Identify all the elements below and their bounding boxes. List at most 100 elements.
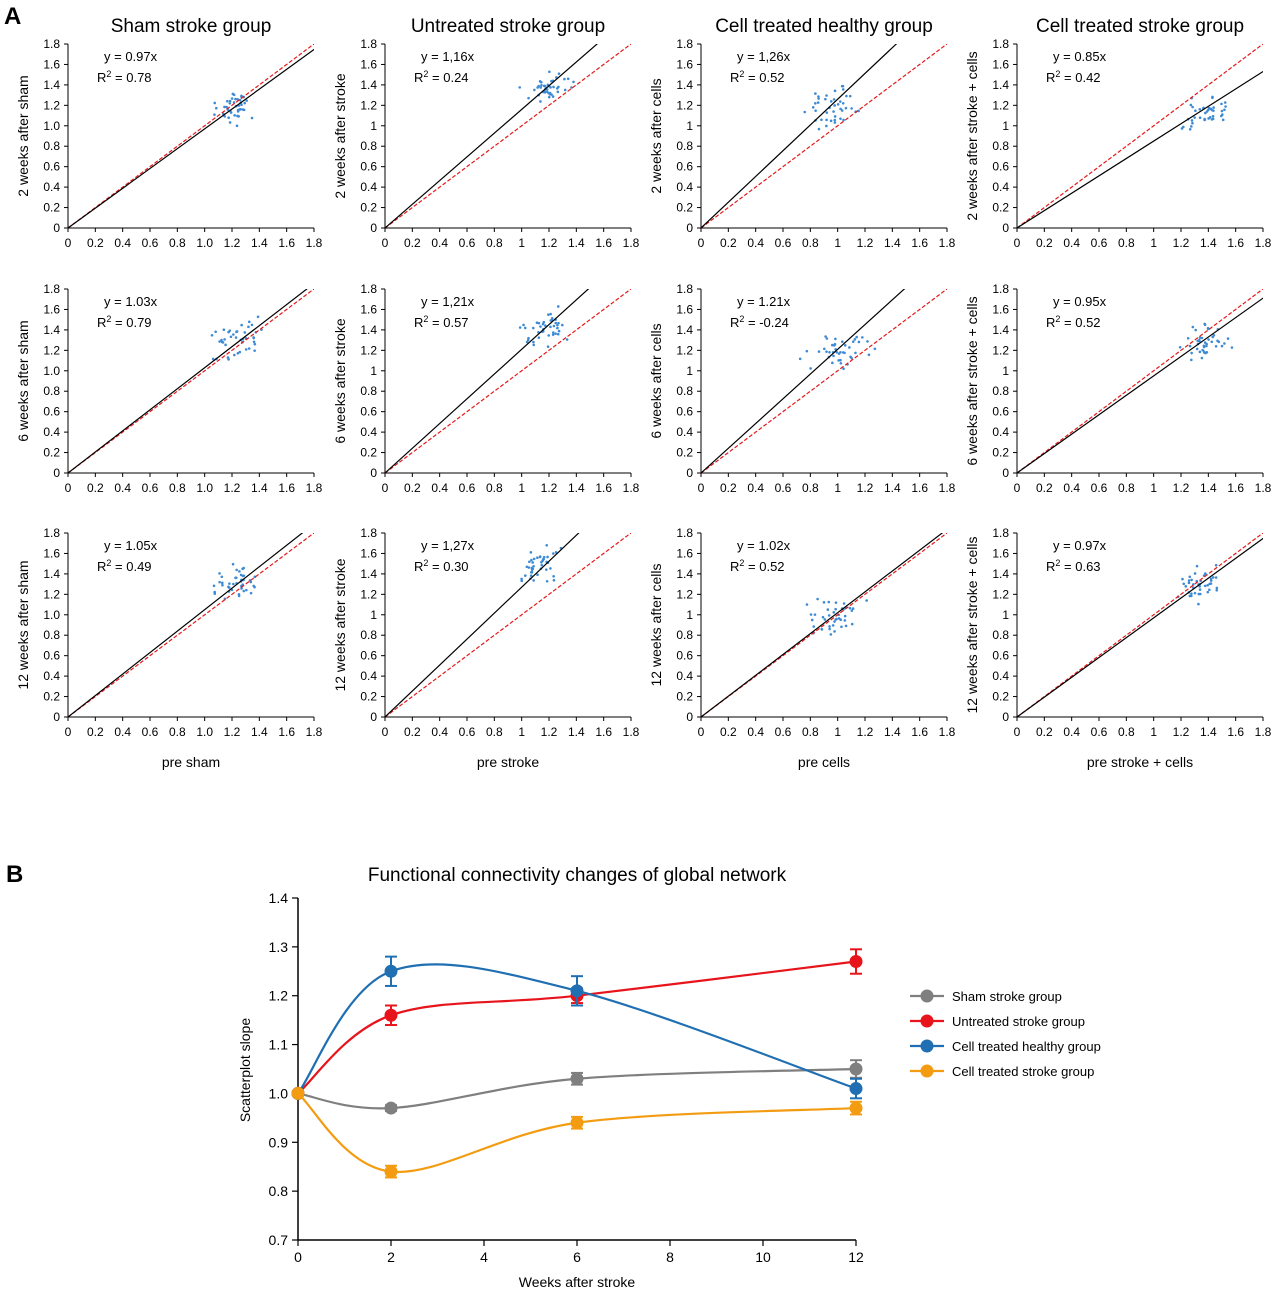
data-point — [245, 99, 248, 102]
r-squared-exponent: 2 — [106, 69, 111, 79]
data-point — [242, 108, 246, 112]
y-tick-label: 1.4 — [360, 78, 377, 92]
x-tick-label: 0.2 — [87, 725, 104, 739]
x-tick-label: 0.8 — [169, 725, 186, 739]
data-point — [520, 579, 524, 583]
data-point — [557, 72, 561, 75]
data-point — [825, 94, 828, 97]
y-tick-label: 1.2 — [992, 587, 1009, 601]
legend-label: Cell treated healthy group — [952, 1039, 1101, 1054]
data-point — [835, 350, 839, 354]
y-tick-label: 1.4 — [43, 323, 60, 337]
y-tick-label: 0.2 — [360, 690, 377, 704]
data-point — [1188, 344, 1192, 348]
r-squared-exponent: 2 — [423, 314, 428, 324]
x-tick-label: 0.4 — [1063, 481, 1080, 495]
data-point — [238, 98, 242, 102]
data-point — [238, 350, 242, 354]
data-point — [822, 347, 826, 351]
data-point — [816, 101, 820, 104]
x-axis-label: Weeks after stroke — [519, 1274, 636, 1290]
x-tick-label: 1.8 — [1255, 725, 1272, 739]
data-point — [525, 565, 529, 569]
data-point — [549, 312, 552, 316]
y-tick-label: 0.6 — [676, 160, 693, 174]
y-tick-label: 0.4 — [43, 180, 60, 194]
data-point — [237, 594, 241, 598]
r-squared-exponent: 2 — [1055, 69, 1060, 79]
data-point — [554, 321, 558, 325]
x-tick-label: 1.4 — [884, 725, 901, 739]
data-point — [384, 1008, 398, 1022]
data-point — [520, 577, 523, 581]
x-tick-label: 1.6 — [595, 481, 612, 495]
r-squared-exponent: 2 — [739, 69, 744, 79]
y-tick-label: 1 — [1002, 608, 1009, 622]
r-squared-exponent: 2 — [1055, 558, 1060, 568]
data-point — [814, 92, 817, 95]
data-point — [817, 95, 820, 98]
chart-title: Functional connectivity changes of globa… — [368, 865, 787, 886]
data-point — [1219, 114, 1223, 118]
data-point — [849, 955, 863, 969]
x-tick-label: 1.4 — [251, 481, 268, 495]
data-point — [252, 584, 256, 588]
data-point — [556, 323, 559, 327]
plot-area — [1017, 44, 1263, 228]
y-tick-label: 0.2 — [43, 201, 60, 215]
data-point — [552, 575, 555, 578]
legend-marker — [920, 1039, 934, 1053]
x-tick-label: 10 — [755, 1249, 771, 1265]
plot-area — [1017, 533, 1263, 717]
data-point — [798, 357, 802, 361]
data-point — [1220, 109, 1224, 113]
r-squared-label: R2 = 0.49 — [97, 558, 152, 574]
r-squared-symbol: R — [414, 315, 423, 330]
data-point — [223, 338, 226, 341]
data-point — [831, 361, 834, 365]
series-line — [297, 963, 857, 1095]
y-tick-label: 0.6 — [992, 405, 1009, 419]
data-point — [839, 107, 842, 111]
x-tick-label: 1.2 — [857, 481, 874, 495]
x-tick-label: 0.4 — [747, 481, 764, 495]
r-squared-label: R2 = 0.52 — [1046, 314, 1101, 330]
data-point — [549, 86, 552, 89]
data-point — [236, 110, 240, 113]
panel-label-b: B — [6, 861, 23, 888]
data-point — [527, 566, 531, 569]
data-point — [531, 561, 534, 564]
y-tick-label: 1.2 — [43, 587, 60, 601]
x-tick-label: 0.2 — [1036, 236, 1053, 250]
identity-line — [68, 533, 314, 717]
scatter-plot-cellstroke-2w: Cell treated stroke group 00 0.2 0.2 0.4 0.4 0… — [964, 16, 1272, 250]
data-point — [1188, 127, 1192, 131]
data-point — [537, 321, 541, 325]
r-squared-symbol: R — [730, 315, 739, 330]
data-point — [536, 556, 539, 559]
y-tick-label: 1.2 — [676, 98, 693, 112]
data-point — [518, 86, 522, 89]
data-point — [1193, 591, 1197, 595]
data-point — [556, 305, 560, 308]
equation-label: y = 1.03x — [104, 294, 158, 309]
data-point — [831, 624, 835, 627]
data-point — [563, 88, 567, 92]
y-tick-label: 0.4 — [676, 425, 693, 439]
x-tick-label: 1.4 — [568, 725, 585, 739]
x-tick-label: 0.8 — [169, 481, 186, 495]
y-tick-label: 0.6 — [992, 649, 1009, 663]
data-point — [1209, 579, 1213, 582]
x-tick-label: 1 — [518, 725, 525, 739]
x-tick-label: 1.0 — [196, 481, 213, 495]
data-point — [1214, 563, 1218, 567]
data-point — [232, 333, 235, 336]
y-tick-label: 0.4 — [992, 425, 1009, 439]
x-tick-label: 1.2 — [1173, 725, 1190, 739]
data-point — [1204, 111, 1207, 115]
data-point — [839, 361, 843, 365]
r-squared-label: R2 = 0.57 — [414, 314, 469, 330]
r-squared-exponent: 2 — [1055, 314, 1060, 324]
data-point — [825, 350, 828, 353]
r-squared-value: = 0.42 — [1060, 70, 1100, 85]
